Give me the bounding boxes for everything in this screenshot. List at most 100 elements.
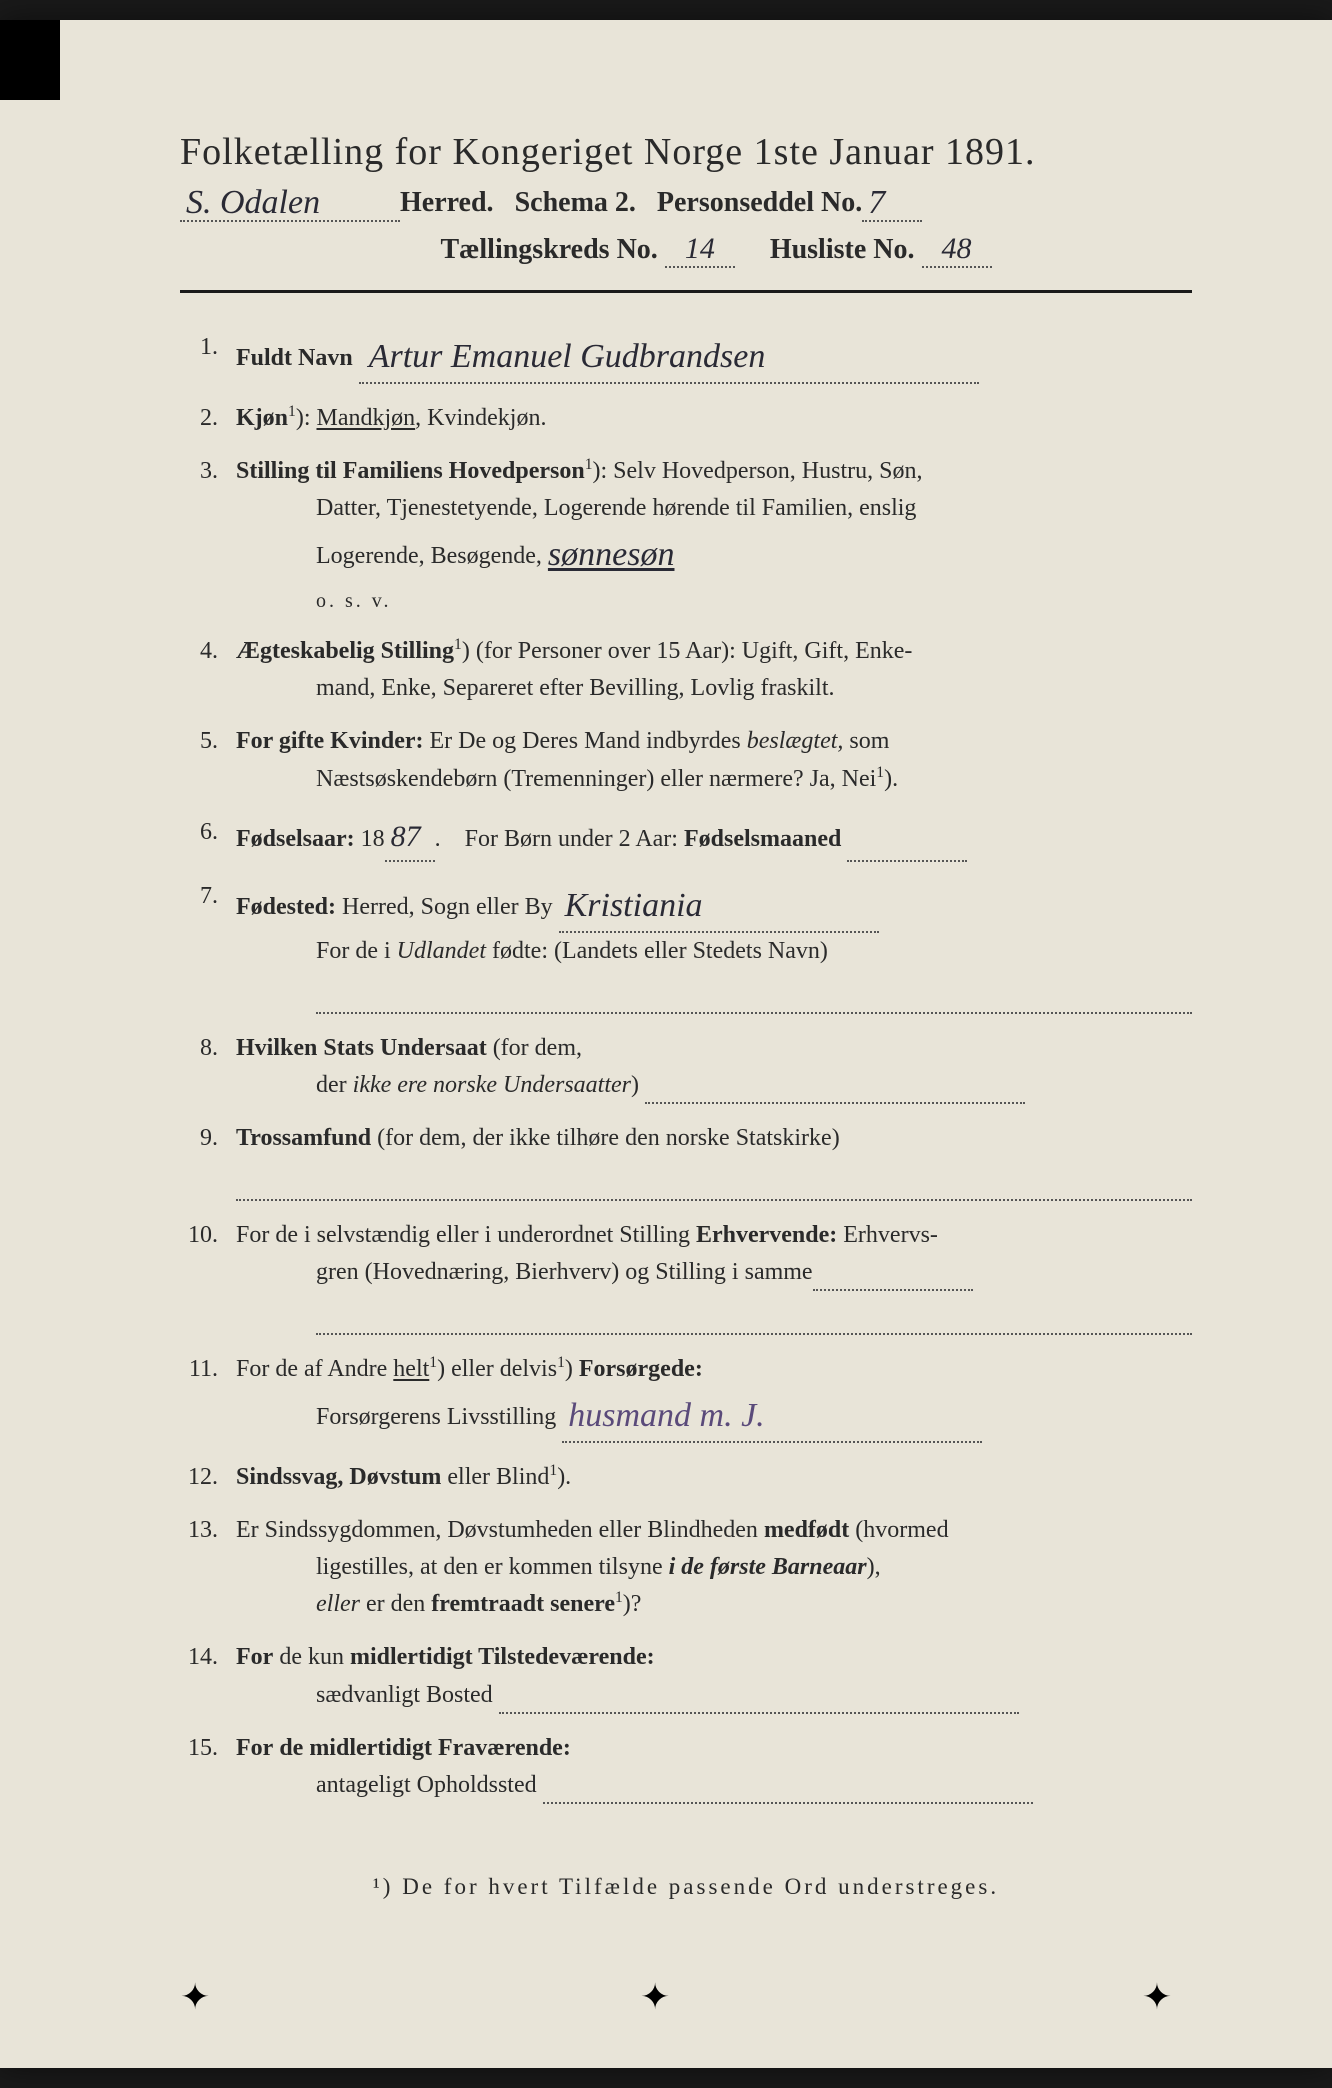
punch-hole-icon: ✦ <box>640 1976 670 2018</box>
q9-blank <box>236 1167 1192 1201</box>
item-1: 1. Fuldt Navn Artur Emanuel Gudbrandsen <box>180 329 1192 384</box>
item-2: 2. Kjøn1): Mandkjøn, Kvindekjøn. <box>180 400 1192 437</box>
item-content: For de midlertidigt Fraværende: antageli… <box>236 1730 1192 1804</box>
q6-value: 87 <box>391 820 421 853</box>
q12-text: eller Blind <box>447 1464 549 1490</box>
item-content: For de af Andre helt1) eller delvis1) Fo… <box>236 1351 1192 1443</box>
item-9: 9. Trossamfund (for dem, der ikke tilhør… <box>180 1120 1192 1201</box>
husliste-value: 48 <box>942 232 972 265</box>
q15-bold: de midlertidigt Fraværende: <box>279 1735 571 1761</box>
q8-field <box>645 1070 1025 1104</box>
footnote: ¹) De for hvert Tilfælde passende Ord un… <box>180 1874 1192 1900</box>
punch-hole-icon: ✦ <box>1142 1976 1172 2018</box>
item-content: Kjøn1): Mandkjøn, Kvindekjøn. <box>236 400 1192 437</box>
kreds-value: 14 <box>685 232 715 265</box>
q8-paren-a: (for dem, <box>493 1035 582 1061</box>
q3-options-a: Selv Hovedperson, Hustru, Søn, <box>613 458 922 484</box>
q11-line2: Forsørgerens Livsstilling husmand m. J. <box>236 1388 1192 1443</box>
item-8: 8. Hvilken Stats Undersaat (for dem, der… <box>180 1030 1192 1104</box>
item-number: 1. <box>180 329 236 384</box>
q6-month-field <box>847 829 967 863</box>
q12-label: Sindssvag, Døvstum <box>236 1464 441 1490</box>
q11-text-a: For de af Andre <box>236 1356 387 1382</box>
q15-line2: antageligt Opholdssted <box>236 1767 1192 1804</box>
q4-label: Ægteskabelig Stilling <box>236 638 454 664</box>
item-number: 4. <box>180 633 236 707</box>
q5-label: For gifte Kvinder: <box>236 728 424 754</box>
item-number: 5. <box>180 723 236 797</box>
q10-line2: gren (Hovednæring, Bierhverv) og Stillin… <box>236 1254 1192 1291</box>
q6-label2: For Børn under 2 Aar: <box>465 826 678 852</box>
header-row-1: S. Odalen Herred. Schema 2. Personseddel… <box>180 182 1192 222</box>
q14-field <box>499 1680 1019 1714</box>
herred-value: S. Odalen <box>186 184 320 221</box>
q6-label: Fødselsaar: <box>236 826 355 852</box>
q5-text-c: Næstsøskendebørn (Tremenninger) eller næ… <box>316 766 876 792</box>
q13-text-a: Er Sindssygdommen, Døvstumheden eller Bl… <box>236 1517 758 1543</box>
item-15: 15. For de midlertidigt Fraværende: anta… <box>180 1730 1192 1804</box>
item-6: 6. Fødselsaar: 1887. For Børn under 2 Aa… <box>180 814 1192 863</box>
q13-line3: eller er den fremtraadt senere1)? <box>236 1586 1192 1623</box>
punch-hole-icon: ✦ <box>180 1976 210 2018</box>
item-number: 8. <box>180 1030 236 1104</box>
q15-text-a: For <box>236 1735 273 1761</box>
q7-blank <box>316 980 1192 1014</box>
item-content: Fødested: Herred, Sogn eller By Kristian… <box>236 878 1192 1013</box>
item-content: Er Sindssygdommen, Døvstumheden eller Bl… <box>236 1512 1192 1624</box>
item-10: 10. For de i selvstændig eller i underor… <box>180 1217 1192 1335</box>
item-number: 9. <box>180 1120 236 1201</box>
q8-label: Hvilken Stats Undersaat <box>236 1035 487 1061</box>
q6-label3: Fødselsmaaned <box>684 826 841 852</box>
q2-selected: Mandkjøn <box>316 405 415 431</box>
q5-line2: Næstsøskendebørn (Tremenninger) eller næ… <box>236 761 1192 798</box>
q10-text-a: For de i selvstændig eller i underordnet… <box>236 1222 690 1248</box>
q7-field: Kristiania <box>559 878 879 933</box>
item-number: 15. <box>180 1730 236 1804</box>
q11-label: Forsørgerens Livsstilling <box>316 1404 556 1430</box>
q7-line2: For de i Udlandet fødte: (Landets eller … <box>236 933 1192 970</box>
personseddel-label: Personseddel No. <box>657 187 862 219</box>
item-content: Fødselsaar: 1887. For Børn under 2 Aar: … <box>236 814 1192 863</box>
q10-bold: Erhvervende: <box>696 1222 837 1248</box>
item-11: 11. For de af Andre helt1) eller delvis1… <box>180 1351 1192 1443</box>
q11-value: husmand m. J. <box>568 1397 764 1434</box>
q14-text-b: de kun <box>279 1644 344 1670</box>
herred-field: S. Odalen <box>180 182 400 222</box>
q10-blank <box>316 1301 1192 1335</box>
q1-field: Artur Emanuel Gudbrandsen <box>359 329 979 384</box>
page-title: Folketælling for Kongeriget Norge 1ste J… <box>180 130 1192 174</box>
census-form-page: Folketælling for Kongeriget Norge 1ste J… <box>0 20 1332 2068</box>
q1-label: Fuldt Navn <box>236 345 353 371</box>
item-5: 5. For gifte Kvinder: Er De og Deres Man… <box>180 723 1192 797</box>
q4-line2: mand, Enke, Separeret efter Bevilling, L… <box>236 670 1192 707</box>
q13-text-b: (hvormed <box>855 1517 948 1543</box>
item-number: 2. <box>180 400 236 437</box>
q6-prefix: 18 <box>361 826 385 852</box>
item-number: 6. <box>180 814 236 863</box>
kreds-label: Tællingskreds No. <box>440 234 657 265</box>
schema-label: Schema 2. <box>515 187 636 219</box>
q14-text-a: For <box>236 1644 273 1670</box>
q11-text-b: eller delvis <box>451 1356 557 1382</box>
item-content: Fuldt Navn Artur Emanuel Gudbrandsen <box>236 329 1192 384</box>
q13-bold1: medfødt <box>764 1517 849 1543</box>
q5-text-a: Er De og Deres Mand indbyrdes <box>430 728 741 754</box>
personseddel-field: 7 <box>862 182 922 222</box>
item-number: 11. <box>180 1351 236 1443</box>
q9-text: (for dem, der ikke tilhøre den norske St… <box>377 1125 840 1151</box>
q3-options-b: Datter, Tjenestetyende, Logerende hørend… <box>236 490 1192 527</box>
form-list: 1. Fuldt Navn Artur Emanuel Gudbrandsen … <box>180 329 1192 1804</box>
q7-label: Fødested: <box>236 894 336 920</box>
q11-helt: helt <box>393 1356 429 1382</box>
q14-bold: midlertidigt Tilstedeværende: <box>350 1644 655 1670</box>
item-7: 7. Fødested: Herred, Sogn eller By Krist… <box>180 878 1192 1013</box>
item-14: 14. For de kun midlertidigt Tilstedevære… <box>180 1639 1192 1713</box>
item-content: For de kun midlertidigt Tilstedeværende:… <box>236 1639 1192 1713</box>
husliste-field: 48 <box>922 232 992 268</box>
item-number: 3. <box>180 453 236 617</box>
item-content: Stilling til Familiens Hovedperson1): Se… <box>236 453 1192 617</box>
q6-year-field: 87 <box>385 814 435 863</box>
q3-label: Stilling til Familiens Hovedperson <box>236 458 585 484</box>
item-13: 13. Er Sindssygdommen, Døvstumheden elle… <box>180 1512 1192 1624</box>
item-content: For gifte Kvinder: Er De og Deres Mand i… <box>236 723 1192 797</box>
